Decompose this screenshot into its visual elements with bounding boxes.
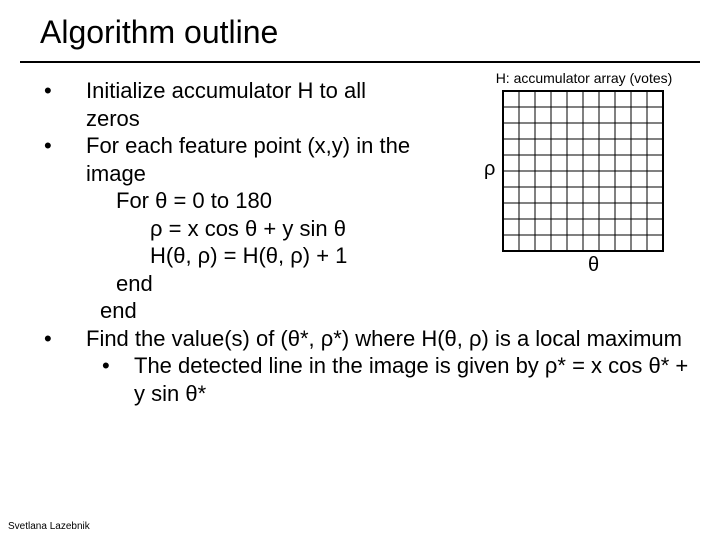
bullet-1: • Initialize accumulator H to all zeros	[38, 77, 700, 132]
bullet-1-text: Initialize accumulator H to all zeros	[86, 77, 416, 132]
bullet-3-text: Find the value(s) of (θ*, ρ*) where H(θ,…	[86, 325, 700, 353]
bullet-3-sub-text: The detected line in the image is given …	[134, 352, 700, 407]
bullet-marker: •	[38, 132, 86, 187]
bullet-marker: •	[38, 325, 86, 353]
bullet-2-line-4: end	[38, 270, 700, 298]
bullet-2-line-1: For θ = 0 to 180	[38, 187, 700, 215]
bullet-2-line-5: end	[38, 297, 700, 325]
bullet-2-text: For each feature point (x,y) in the imag…	[86, 132, 436, 187]
bullet-3: • Find the value(s) of (θ*, ρ*) where H(…	[38, 325, 700, 353]
bullet-marker: •	[38, 77, 86, 132]
bullet-2-line-3: H(θ, ρ) = H(θ, ρ) + 1	[38, 242, 700, 270]
slide-title: Algorithm outline	[0, 0, 720, 61]
bullet-2-line-2: ρ = x cos θ + y sin θ	[38, 215, 700, 243]
bullet-3-sub: • The detected line in the image is give…	[38, 352, 700, 407]
footer-author: Svetlana Lazebnik	[8, 521, 90, 532]
slide-body: • Initialize accumulator H to all zeros …	[0, 63, 720, 407]
bullet-marker: •	[102, 352, 134, 407]
bullet-2: • For each feature point (x,y) in the im…	[38, 132, 700, 187]
